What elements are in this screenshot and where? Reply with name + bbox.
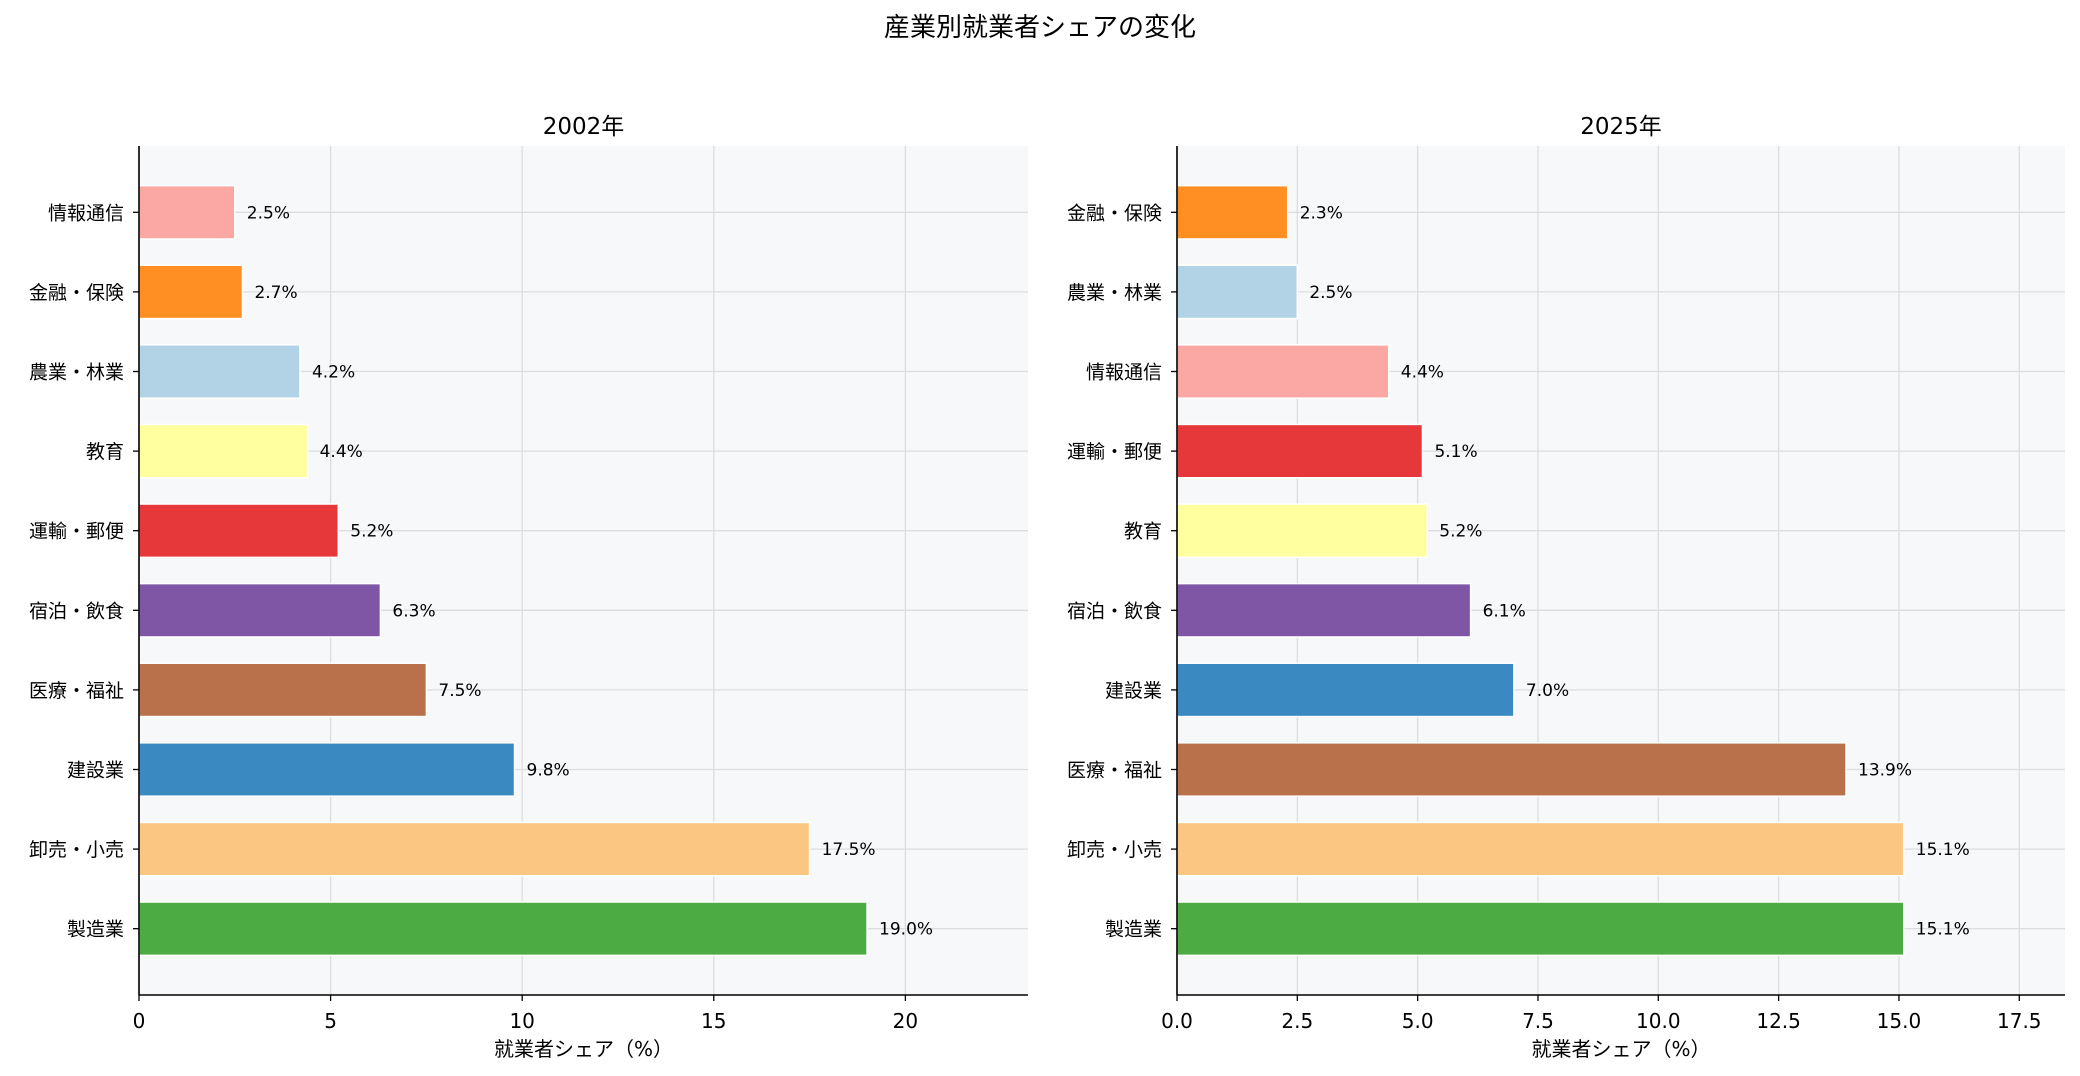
bar-value-label: 6.1% [1483, 601, 1526, 621]
bar-運輸・郵便 [138, 503, 340, 559]
y-tick-label: 教育 [86, 441, 124, 463]
bar-value-label: 5.1% [1434, 442, 1477, 462]
y-tick-label: 金融・保険 [29, 282, 124, 304]
subplot-2025: 15.1% 製造業 15.1% 卸売・小売 13.9% 医療・福祉 7.0% 建設業 6.1% 宿… [1067, 114, 2065, 1061]
bar-value-label: 2.5% [1309, 283, 1352, 303]
x-tick-label: 15 [701, 1009, 726, 1033]
bar-卸売・小売 [1176, 821, 1905, 877]
y-tick-label: 宿泊・飲食 [29, 600, 124, 622]
bar-value-label: 17.5% [822, 840, 876, 860]
subplot-2002: 19.0% 製造業 17.5% 卸売・小売 9.8% 建設業 7.5% 医療・福祉 6.3% 宿泊… [29, 114, 1028, 1061]
y-tick-label: 運輸・郵便 [1067, 441, 1162, 463]
y-tick-label: 建設業 [1105, 680, 1162, 702]
bar-建設業 [1176, 662, 1515, 718]
bar-value-label: 15.1% [1916, 840, 1970, 860]
bar-value-label: 7.5% [438, 681, 481, 701]
bar-建設業 [138, 742, 516, 797]
x-tick-label: 10 [509, 1009, 534, 1033]
y-tick-label: 製造業 [67, 919, 124, 941]
bar-情報通信 [1176, 344, 1390, 399]
bar-value-label: 5.2% [350, 522, 393, 542]
y-tick-label: 医療・福祉 [29, 680, 124, 702]
bar-value-label: 4.4% [1401, 363, 1444, 383]
bar-農業・林業 [1176, 264, 1299, 320]
bar-金融・保険 [138, 264, 244, 320]
bar-卸売・小売 [138, 821, 811, 877]
x-tick-label: 15.0 [1877, 1009, 1922, 1033]
y-tick-label: 情報通信 [1086, 362, 1162, 384]
bar-運輸・郵便 [1176, 423, 1424, 479]
x-axis-label: 就業者シェア（%） [1531, 1037, 1710, 1061]
bar-value-label: 2.3% [1300, 203, 1343, 223]
subplot-title: 2025年 [1580, 114, 1662, 140]
y-tick-label: 金融・保険 [1067, 202, 1162, 224]
x-tick-label: 10.0 [1636, 1009, 1681, 1033]
bar-value-label: 13.9% [1858, 760, 1912, 780]
y-tick-label: 医療・福祉 [1067, 759, 1162, 781]
y-tick-label: 宿泊・飲食 [1067, 600, 1162, 622]
x-tick-label: 20 [893, 1009, 918, 1033]
bar-value-label: 7.0% [1526, 681, 1569, 701]
y-tick-label: 卸売・小売 [29, 839, 124, 861]
bar-製造業 [138, 901, 868, 957]
bar-宿泊・飲食 [138, 582, 382, 638]
bar-value-label: 6.3% [392, 601, 435, 621]
bar-製造業 [1176, 901, 1905, 957]
bar-教育 [138, 423, 309, 479]
x-tick-label: 7.5 [1522, 1009, 1554, 1033]
y-tick-label: 運輸・郵便 [29, 521, 124, 543]
bar-value-label: 2.5% [247, 203, 290, 223]
y-tick-label: 卸売・小売 [1067, 839, 1162, 861]
subplot-title: 2002年 [543, 114, 625, 140]
bar-value-label: 15.1% [1916, 920, 1970, 940]
bar-宿泊・飲食 [1176, 582, 1472, 638]
y-tick-label: 建設業 [67, 759, 124, 781]
x-tick-label: 5.0 [1402, 1009, 1434, 1033]
x-tick-label: 17.5 [1997, 1009, 2042, 1033]
x-axis-label: 就業者シェア（%） [494, 1037, 673, 1061]
x-tick-label: 2.5 [1281, 1009, 1313, 1033]
figure-title: 産業別就業者シェアの変化 [884, 13, 1196, 43]
y-tick-label: 農業・林業 [1067, 282, 1162, 304]
bar-医療・福祉 [1176, 742, 1847, 797]
bar-教育 [1176, 503, 1429, 559]
bar-医療・福祉 [138, 662, 428, 718]
bar-value-label: 9.8% [527, 760, 570, 780]
y-tick-label: 情報通信 [48, 202, 124, 224]
bar-金融・保険 [1176, 184, 1289, 240]
x-tick-label: 12.5 [1756, 1009, 1801, 1033]
y-tick-label: 農業・林業 [29, 362, 124, 384]
y-tick-label: 製造業 [1105, 919, 1162, 941]
bar-value-label: 19.0% [879, 920, 933, 940]
bar-農業・林業 [138, 344, 301, 399]
bar-value-label: 5.2% [1439, 522, 1482, 542]
bar-value-label: 4.4% [320, 442, 363, 462]
bar-情報通信 [138, 184, 236, 240]
x-tick-label: 0.0 [1161, 1009, 1193, 1033]
x-tick-label: 0 [133, 1009, 146, 1033]
bar-value-label: 4.2% [312, 363, 355, 383]
bar-value-label: 2.7% [254, 283, 297, 303]
y-tick-label: 教育 [1124, 521, 1162, 543]
x-tick-label: 5 [324, 1009, 337, 1033]
